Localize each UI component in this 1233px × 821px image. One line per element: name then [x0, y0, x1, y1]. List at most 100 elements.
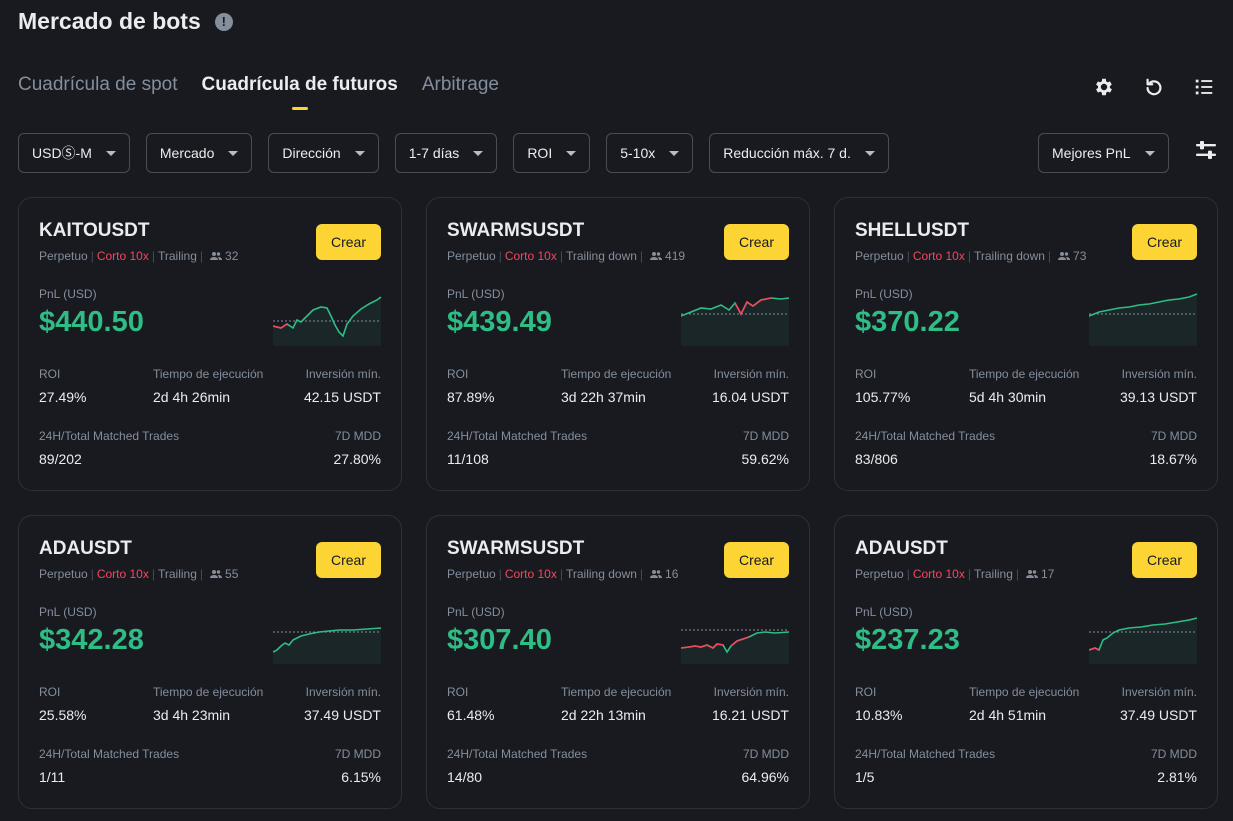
market-filter[interactable]: Mercado — [145, 133, 253, 173]
create-button[interactable]: Crear — [724, 224, 789, 260]
pnl-label: PnL (USD) — [855, 605, 913, 619]
direction-tag: Corto 10x — [912, 249, 965, 263]
bot-card[interactable]: SHELLUSDT Perpetuo | Corto 10x | Trailing dow… — [834, 197, 1218, 491]
drawdown-filter[interactable]: Reducción máx. 7 d. — [709, 133, 889, 173]
direction-tag: Corto 10x — [504, 249, 557, 263]
divider: | — [639, 567, 644, 581]
runtime-value: 3d 22h 37min — [561, 389, 646, 405]
divider: | — [1047, 249, 1052, 263]
divider: | — [151, 567, 155, 581]
bot-tags: Perpetuo | Corto 10x | Trailing down | 73 — [855, 249, 1086, 263]
roi-value: 61.48% — [447, 707, 495, 723]
direction-filter[interactable]: Dirección — [268, 133, 379, 173]
divider: | — [967, 249, 971, 263]
users-count: 73 — [1073, 249, 1087, 263]
copy-users: 419 — [650, 249, 685, 263]
trades-label: 24H/Total Matched Trades — [39, 429, 180, 443]
trades-value: 89/202 — [39, 451, 82, 467]
sparkline-line — [273, 627, 382, 653]
tab-futures-grid[interactable]: Cuadrícula de futuros — [202, 74, 398, 110]
trades-label: 24H/Total Matched Trades — [447, 429, 588, 443]
trades-value: 1/5 — [855, 769, 875, 785]
create-button[interactable]: Crear — [1132, 224, 1197, 260]
min-invest-value: 37.49 USDT — [303, 707, 381, 723]
divider: | — [639, 249, 644, 263]
copy-users: 16 — [650, 567, 678, 581]
copy-users: 55 — [210, 567, 238, 581]
roi-label: ROI — [39, 367, 61, 381]
runtime-label: Tiempo de ejecución — [153, 367, 264, 381]
runtime-label: Tiempo de ejecución — [561, 367, 672, 381]
users-count: 16 — [665, 567, 679, 581]
leverage-filter[interactable]: 5-10x — [606, 133, 694, 173]
create-button[interactable]: Crear — [1132, 542, 1197, 578]
filter-label: Mercado — [159, 145, 215, 161]
bot-card[interactable]: ADAUSDT Perpetuo | Corto 10x | Trailing | 55 Cre… — [18, 515, 402, 809]
min-invest-value: 37.49 USDT — [1119, 707, 1197, 723]
sparkline-line — [1089, 293, 1198, 317]
runtime-value: 3d 4h 23min — [153, 707, 231, 723]
pnl-value: $307.40 — [447, 624, 552, 656]
pnl-label: PnL (USD) — [855, 287, 913, 301]
roi-value: 27.49% — [39, 389, 87, 405]
sort-dropdown[interactable]: Mejores PnL — [1038, 133, 1169, 173]
direction-tag: Corto 10x — [912, 567, 965, 581]
direction-tag: Corto 10x — [96, 567, 149, 581]
min-invest-value: 16.04 USDT — [711, 389, 789, 405]
contract-type: Perpetuo — [855, 249, 904, 263]
tab-arbitrage[interactable]: Arbitrage — [421, 74, 499, 95]
filter-label: ROI — [527, 145, 553, 161]
gear-icon[interactable] — [1093, 76, 1115, 98]
pnl-value: $370.22 — [855, 306, 960, 338]
bot-symbol: ADAUSDT — [39, 538, 132, 559]
create-button[interactable]: Crear — [724, 542, 789, 578]
filter-label: USDⓈ-M — [32, 145, 92, 161]
runtime-label: Tiempo de ejecución — [969, 685, 1080, 699]
chevron-down-icon — [1144, 150, 1155, 156]
mdd-value: 59.62% — [741, 451, 789, 467]
users-icon — [1058, 252, 1071, 260]
tab-spot-grid[interactable]: Cuadrícula de spot — [18, 74, 178, 95]
bot-card[interactable]: SWARMSUSDT Perpetuo | Corto 10x | Trailing do… — [426, 197, 810, 491]
mdd-label: 7D MDD — [1150, 747, 1197, 761]
create-button[interactable]: Crear — [316, 224, 381, 260]
page-header: Mercado de bots ! — [18, 8, 233, 35]
list-icon[interactable] — [1193, 76, 1215, 98]
roi-filter[interactable]: ROI — [513, 133, 591, 173]
divider: | — [90, 567, 94, 581]
trades-value: 83/806 — [855, 451, 898, 467]
duration-filter[interactable]: 1-7 días — [394, 133, 498, 173]
runtime-value: 5d 4h 30min — [969, 389, 1047, 405]
mdd-label: 7D MDD — [334, 429, 381, 443]
bot-card[interactable]: SWARMSUSDT Perpetuo | Corto 10x | Trailing do… — [426, 515, 810, 809]
sparkline-line — [273, 296, 382, 338]
margin-filter[interactable]: USDⓈ-M — [18, 133, 130, 173]
pnl-label: PnL (USD) — [39, 605, 97, 619]
filter-label: Mejores PnL — [1052, 145, 1131, 161]
divider: | — [498, 567, 502, 581]
bot-symbol: SWARMSUSDT — [447, 220, 585, 241]
runtime-label: Tiempo de ejecución — [561, 685, 672, 699]
min-invest-value: 42.15 USDT — [303, 389, 381, 405]
bot-symbol: ADAUSDT — [855, 538, 948, 559]
bot-card[interactable]: KAITOUSDT Perpetuo | Corto 10x | Trailing | 32 C… — [18, 197, 402, 491]
trades-label: 24H/Total Matched Trades — [447, 747, 588, 761]
filter-settings-icon[interactable] — [1194, 138, 1218, 162]
trades-value: 1/11 — [39, 769, 66, 785]
min-invest-label: Inversión mín. — [305, 367, 381, 381]
filter-bar: USDⓈ-M Mercado Dirección 1-7 días ROI 5-… — [18, 133, 889, 173]
divider: | — [559, 249, 563, 263]
pnl-sparkline — [1089, 617, 1198, 664]
mode-tag: Trailing — [973, 567, 1013, 581]
users-count: 419 — [665, 249, 686, 263]
create-button[interactable]: Crear — [316, 542, 381, 578]
filter-label: 5-10x — [620, 145, 656, 161]
bot-symbol: KAITOUSDT — [39, 220, 150, 241]
info-icon[interactable]: ! — [214, 12, 233, 31]
bot-card[interactable]: ADAUSDT Perpetuo | Corto 10x | Trailing | 17 Cre… — [834, 515, 1218, 809]
sparkline-area — [681, 632, 789, 664]
min-invest-label: Inversión mín. — [1121, 367, 1197, 381]
divider: | — [906, 567, 910, 581]
refresh-icon[interactable] — [1143, 76, 1165, 98]
trades-label: 24H/Total Matched Trades — [855, 747, 996, 761]
